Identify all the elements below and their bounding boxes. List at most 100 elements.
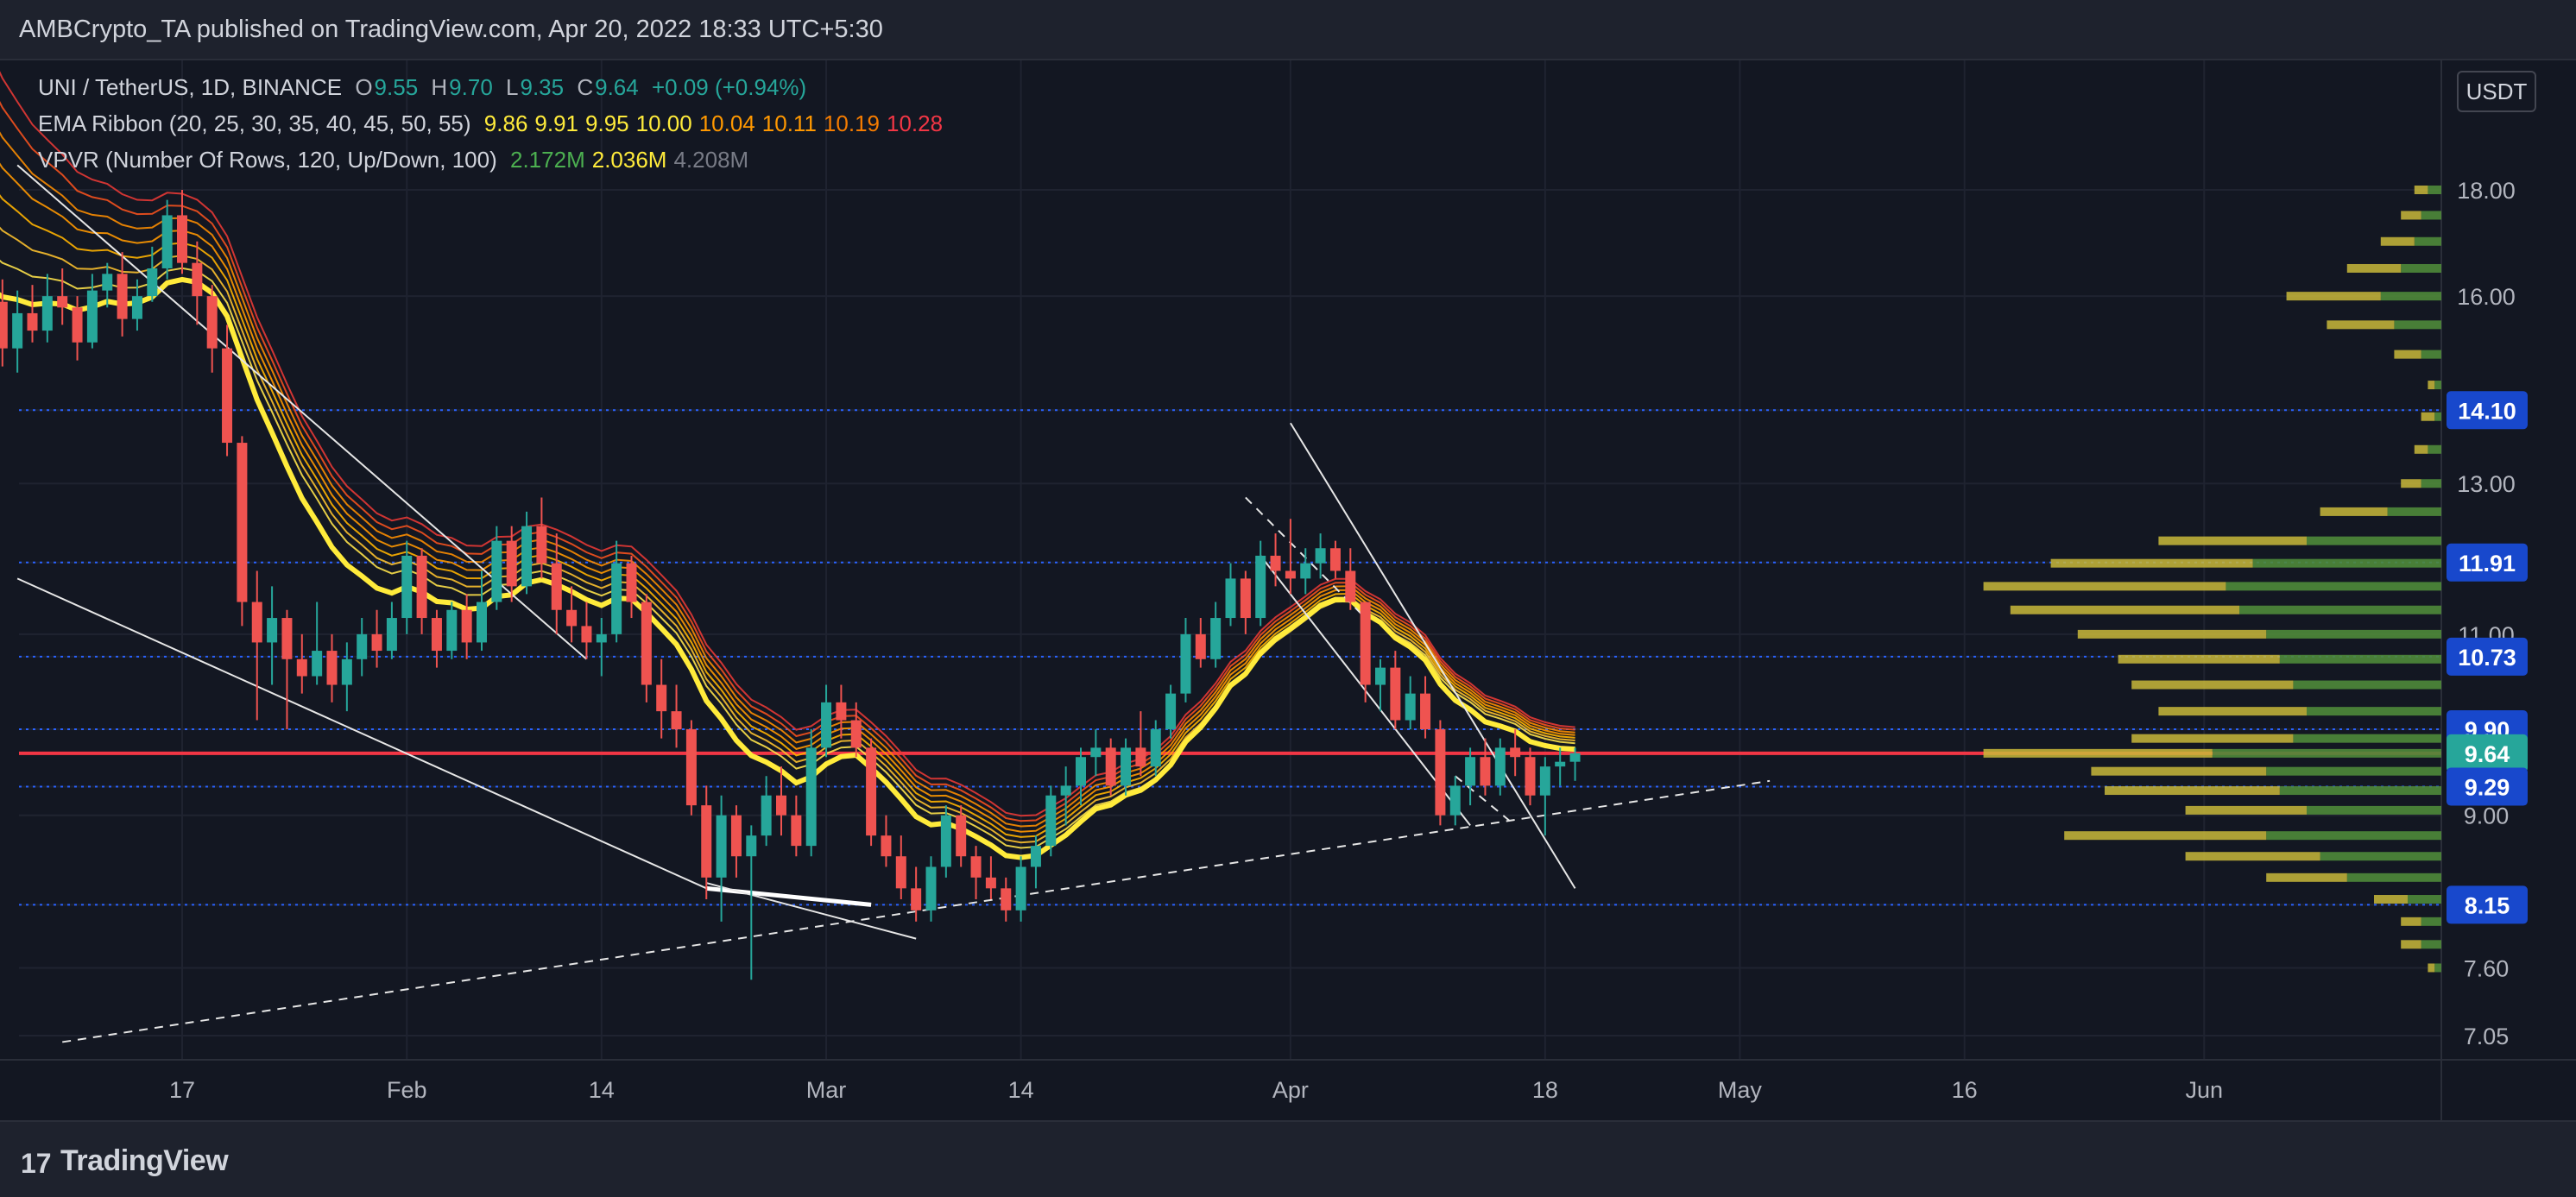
candle [641,594,652,702]
candle [1135,711,1146,777]
candle [1076,747,1086,806]
publish-info: AMBCrypto_TA published on TradingView.co… [19,16,883,43]
currency-button[interactable]: USDT [2457,71,2536,112]
candle-body [416,555,427,619]
candle-body [940,815,951,867]
candle-body [956,815,967,857]
legend-vpvr-row[interactable]: VPVR (Number Of Rows, 120, Up/Down, 100)… [38,147,762,173]
candle [1345,548,1356,610]
price-tick-label: 7.05 [2464,1024,2510,1049]
trendline-support-ext [705,882,917,940]
candle-body [911,888,922,910]
candle-body [206,296,218,349]
candle-body [161,215,173,268]
vpvr-up-bar [2434,412,2441,421]
vpvr-up-bar [2266,629,2441,639]
candle-body [1195,633,1206,659]
candle-body [251,602,262,643]
candle [1510,729,1521,777]
ema-value-4: 10.04 [698,110,755,136]
vpvr-up-bar [2421,917,2441,926]
candle [0,279,8,367]
candle-body [506,540,517,587]
candle [41,274,53,343]
candle-body [341,658,352,685]
candle-body [267,618,278,643]
candle-body [746,835,757,857]
candle [956,805,967,867]
candle [1525,747,1536,806]
candle-body [1405,693,1416,721]
vpvr-down-bar [1983,582,2226,591]
candle-body [1285,570,1296,579]
vpvr-up-bar [2279,654,2441,664]
time-tick-label: 18 [1532,1077,1558,1103]
vpvr-value-2: 4.208M [673,147,749,173]
candle-body [72,307,83,343]
candle [12,290,23,373]
candle-body [925,866,937,910]
vpvr-up-bar [2346,873,2441,882]
candle-body [296,658,307,677]
price-badge-label: 9.29 [2465,775,2510,801]
candle-body [1510,747,1521,758]
candle-body [1105,747,1116,786]
legend-symbol-row[interactable]: UNI / TetherUS, 1D, BINANCE O9.55 H9.70 … [38,74,807,100]
candle-body [102,274,113,291]
time-tick-label: Apr [1272,1077,1309,1103]
candle-body [12,312,23,349]
candle [147,246,158,302]
candle-body [117,274,128,319]
candle-body [57,296,68,308]
candle-body [551,563,562,610]
price-badge-label: 10.73 [2458,645,2516,671]
candle [281,609,293,730]
vpvr-down-bar [2105,786,2280,796]
vpvr-down-bar [2050,558,2253,568]
candle-body [626,563,637,602]
candle-body [1240,578,1251,619]
candle-body [881,835,892,857]
candle [1435,720,1446,826]
candle [296,633,307,694]
legend-ema-values: 9.86 9.91 9.95 10.00 10.04 10.11 10.19 10.28 [484,110,950,136]
candle-body [237,443,248,602]
candle [925,856,937,922]
footer-bar: 17 TradingView [0,1120,2576,1197]
candle-body [357,633,368,659]
candle-body [730,815,742,857]
candle-body [1225,578,1236,619]
price-badge-bg [2447,734,2528,772]
vpvr-down-bar [2185,852,2320,861]
candle-body [27,312,38,331]
candle [821,684,832,758]
candle [970,846,982,900]
candle-body [596,633,607,643]
vpvr-up-bar [2252,558,2441,568]
candle-body [641,602,652,685]
candle-body [1255,555,1266,619]
vpvr-down-bar [2158,536,2307,545]
vpvr-value-0: 2.172M [510,147,585,173]
candle-body [1345,570,1356,602]
candle [401,540,413,634]
legend-vpvr-label: VPVR (Number Of Rows, 120, Up/Down, 100) [38,147,497,173]
price-badge-label: 8.15 [2465,892,2510,918]
candle-body [1001,888,1012,910]
candle [1329,540,1341,579]
candle-body [895,856,906,889]
candle [57,268,68,325]
candle [611,540,622,643]
vpvr-down-bar [2185,805,2307,815]
candle [86,274,98,349]
candle-body [1480,757,1491,786]
price-badge-label: 9.64 [2465,741,2510,767]
time-tick-label: May [1718,1077,1763,1103]
legend-ema-row[interactable]: EMA Ribbon (20, 25, 30, 35, 40, 45, 50, … [38,110,957,137]
candle-body [1076,757,1086,786]
price-axis: 18.0016.0013.0011.009.007.607.0514.1011.… [2447,178,2528,1049]
vpvr-down-bar [2158,707,2307,716]
candle [776,766,786,836]
candle [1015,856,1026,922]
